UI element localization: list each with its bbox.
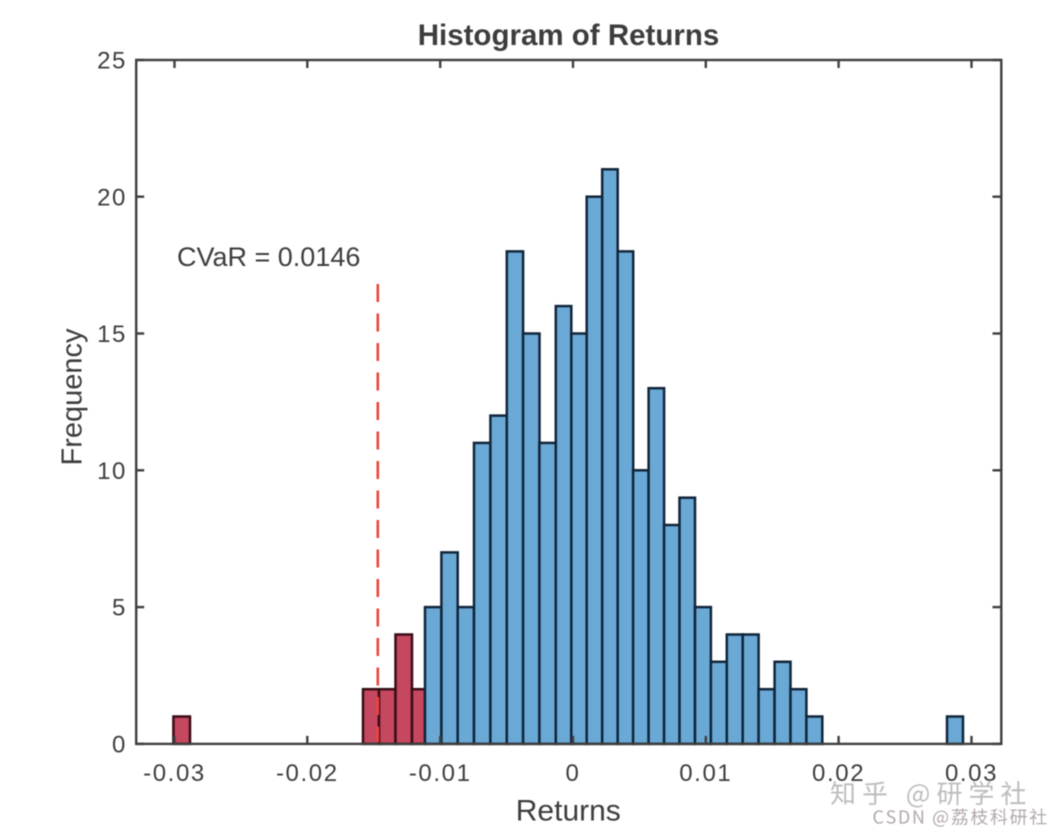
svg-text:25: 25 (97, 48, 127, 75)
svg-text:-0.02: -0.02 (276, 760, 339, 787)
svg-text:Returns: Returns (516, 795, 621, 828)
svg-text:0.02: 0.02 (812, 760, 865, 787)
svg-text:0: 0 (112, 732, 127, 759)
svg-text:15: 15 (97, 321, 127, 348)
svg-text:20: 20 (97, 184, 127, 211)
svg-text:5: 5 (112, 595, 127, 622)
svg-text:-0.01: -0.01 (409, 760, 472, 787)
svg-text:0.01: 0.01 (679, 760, 732, 787)
svg-text:0: 0 (566, 760, 581, 787)
svg-text:Histogram of Returns: Histogram of Returns (418, 19, 720, 52)
svg-text:CVaR = 0.0146: CVaR = 0.0146 (177, 242, 360, 272)
svg-text:Frequency: Frequency (56, 328, 88, 466)
svg-text:-0.03: -0.03 (143, 760, 206, 787)
svg-text:10: 10 (97, 458, 127, 485)
svg-text:0.03: 0.03 (945, 760, 998, 787)
